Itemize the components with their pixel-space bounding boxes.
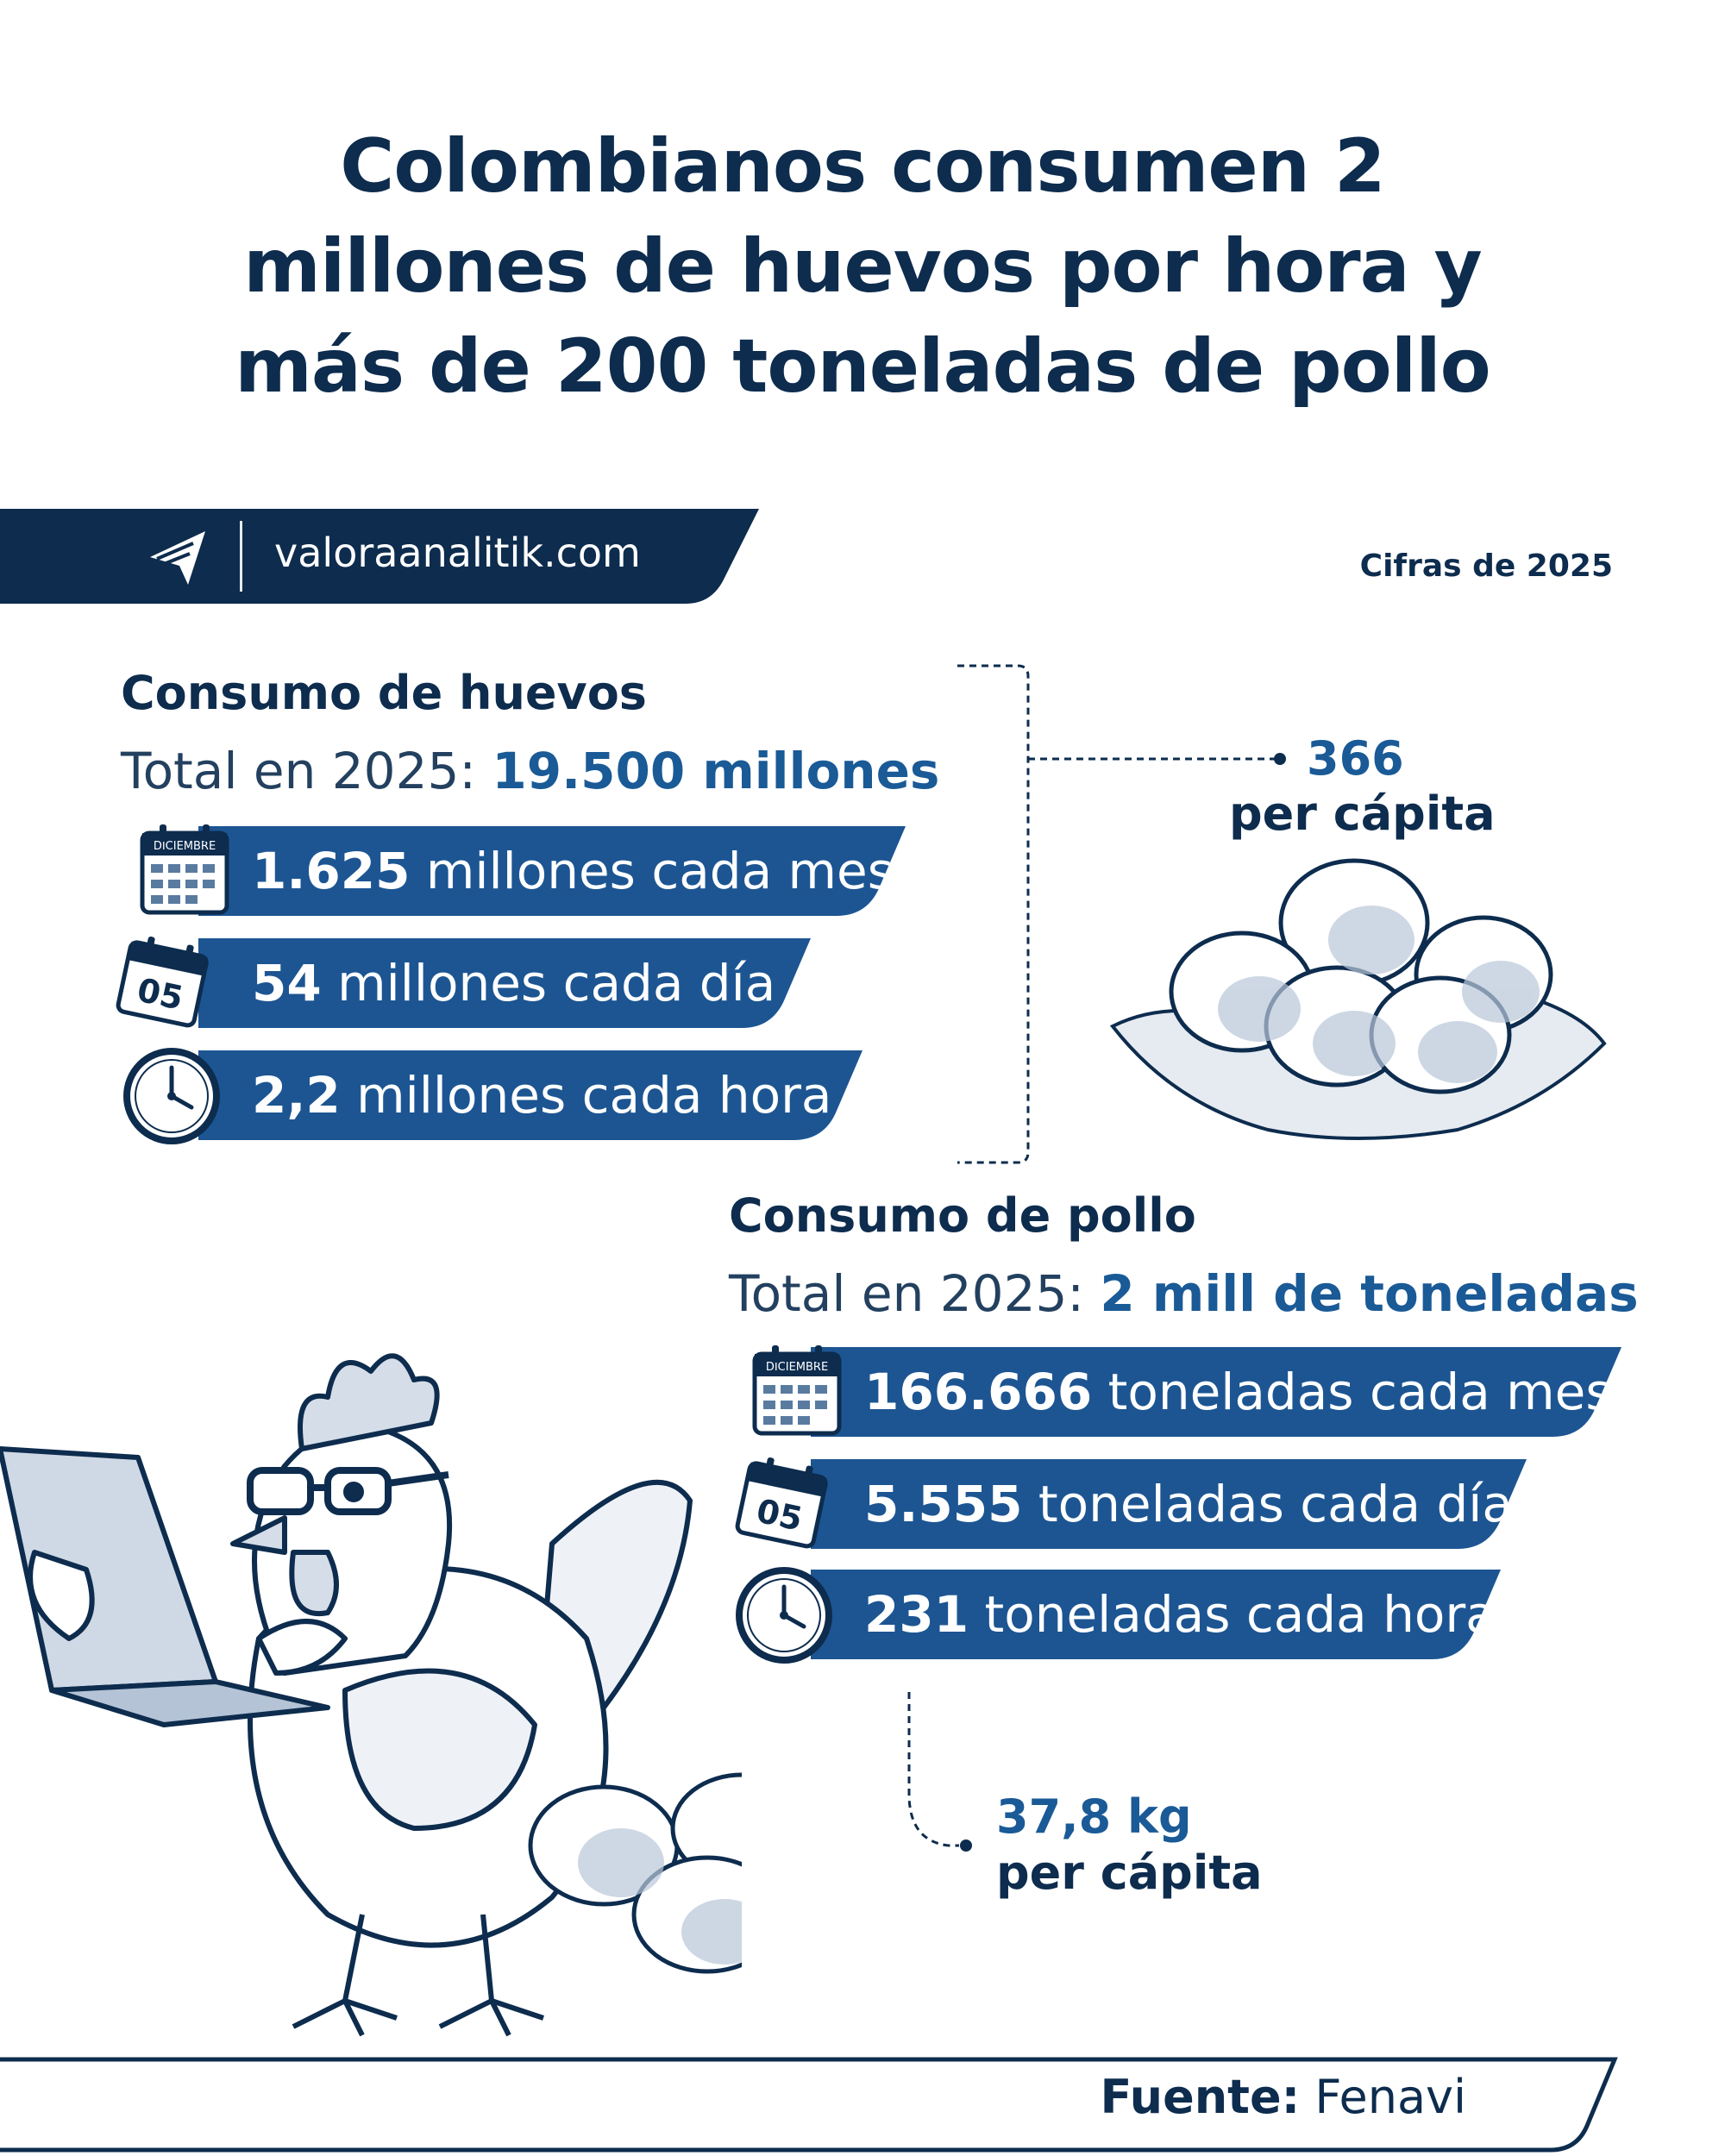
chicken-hour-row: 231 toneladas cada hora <box>811 1570 1501 1659</box>
calendar-day-icon: 05 <box>735 1457 828 1549</box>
chicken-hour-value: 231 <box>864 1585 969 1644</box>
chicken-section-title: Consumo de pollo <box>729 1188 1196 1243</box>
eggs-bracket <box>957 664 1286 1164</box>
clock-icon <box>736 1567 832 1664</box>
chicken-hour-label: toneladas cada hora <box>969 1585 1496 1644</box>
eggs-hour-label: millones cada hora <box>340 1066 832 1125</box>
calendar-day-text: 05 <box>753 1492 806 1539</box>
eggs-day-label: millones cada día <box>321 954 776 1012</box>
eggs-hour-row: 2,2 millones cada hora <box>198 1050 862 1140</box>
calendar-month-icon: DICIEMBRE <box>140 824 229 915</box>
chicken-day-label: toneladas cada día <box>1022 1475 1513 1533</box>
chicken-illustration <box>0 1353 742 2037</box>
brand-separator <box>240 521 242 592</box>
eggs-section-title: Consumo de huevos <box>121 666 647 720</box>
chicken-per-capita-label: per cápita <box>996 1846 1263 1900</box>
source-value: Fenavi <box>1300 2070 1466 2124</box>
title-line-1: Colombianos consumen 2 <box>340 123 1386 210</box>
calendar-month-text: DICIEMBRE <box>154 840 216 853</box>
eggs-total-value: 19.500 millones <box>492 742 940 800</box>
title-line-2: millones de huevos por hora y <box>243 223 1482 310</box>
chicken-month-value: 166.666 <box>864 1363 1093 1421</box>
title-line-3: más de 200 toneladas de pollo <box>235 323 1491 410</box>
calendar-day-icon: 05 <box>116 936 209 1028</box>
footer-frame <box>0 2057 1618 2153</box>
eggs-total: Total en 2025: 19.500 millones <box>121 742 939 800</box>
source-label: Fuente: <box>1100 2070 1301 2124</box>
calendar-month-text: DICIEMBRE <box>766 1361 828 1374</box>
chicken-day-value: 5.555 <box>864 1475 1023 1533</box>
page-title: Colombianos consumen 2 millones de huevo… <box>0 116 1725 417</box>
valora-logo-icon <box>150 531 205 585</box>
eggs-day-row: 54 millones cada día <box>198 938 811 1028</box>
eggs-hour-value: 2,2 <box>252 1066 341 1125</box>
eggs-month-label: millones cada mes <box>410 842 894 900</box>
eggs-per-capita-label: per cápita <box>1229 787 1496 841</box>
eggs-month-row: 1.625 millones cada mes <box>198 826 906 916</box>
calendar-month-icon: DICIEMBRE <box>752 1345 842 1436</box>
eggs-total-label: Total en 2025: <box>121 742 492 800</box>
chicken-total-value: 2 mill de toneladas <box>1100 1264 1639 1323</box>
eggs-basket-illustration <box>1109 858 1607 1140</box>
chicken-day-row: 5.555 toneladas cada día <box>811 1459 1527 1549</box>
chicken-month-row: 166.666 toneladas cada mes <box>811 1347 1622 1437</box>
brand-site-link[interactable]: valoraanalitik.com <box>274 530 641 576</box>
eggs-day-value: 54 <box>252 954 322 1012</box>
chicken-connector <box>907 1692 972 1852</box>
clock-icon <box>123 1048 220 1144</box>
calendar-day-text: 05 <box>134 971 186 1018</box>
source-note: Fuente: Fenavi <box>1100 2070 1466 2124</box>
chicken-month-label: toneladas cada mes <box>1092 1363 1612 1421</box>
eggs-month-value: 1.625 <box>252 842 411 900</box>
brand-bar <box>0 509 759 604</box>
chicken-total: Total en 2025: 2 mill de toneladas <box>729 1264 1639 1323</box>
chicken-per-capita-value: 37,8 kg <box>996 1789 1192 1844</box>
year-note: Cifras de 2025 <box>1359 548 1613 584</box>
eggs-per-capita-value: 366 <box>1307 731 1404 786</box>
chicken-total-label: Total en 2025: <box>729 1264 1101 1323</box>
